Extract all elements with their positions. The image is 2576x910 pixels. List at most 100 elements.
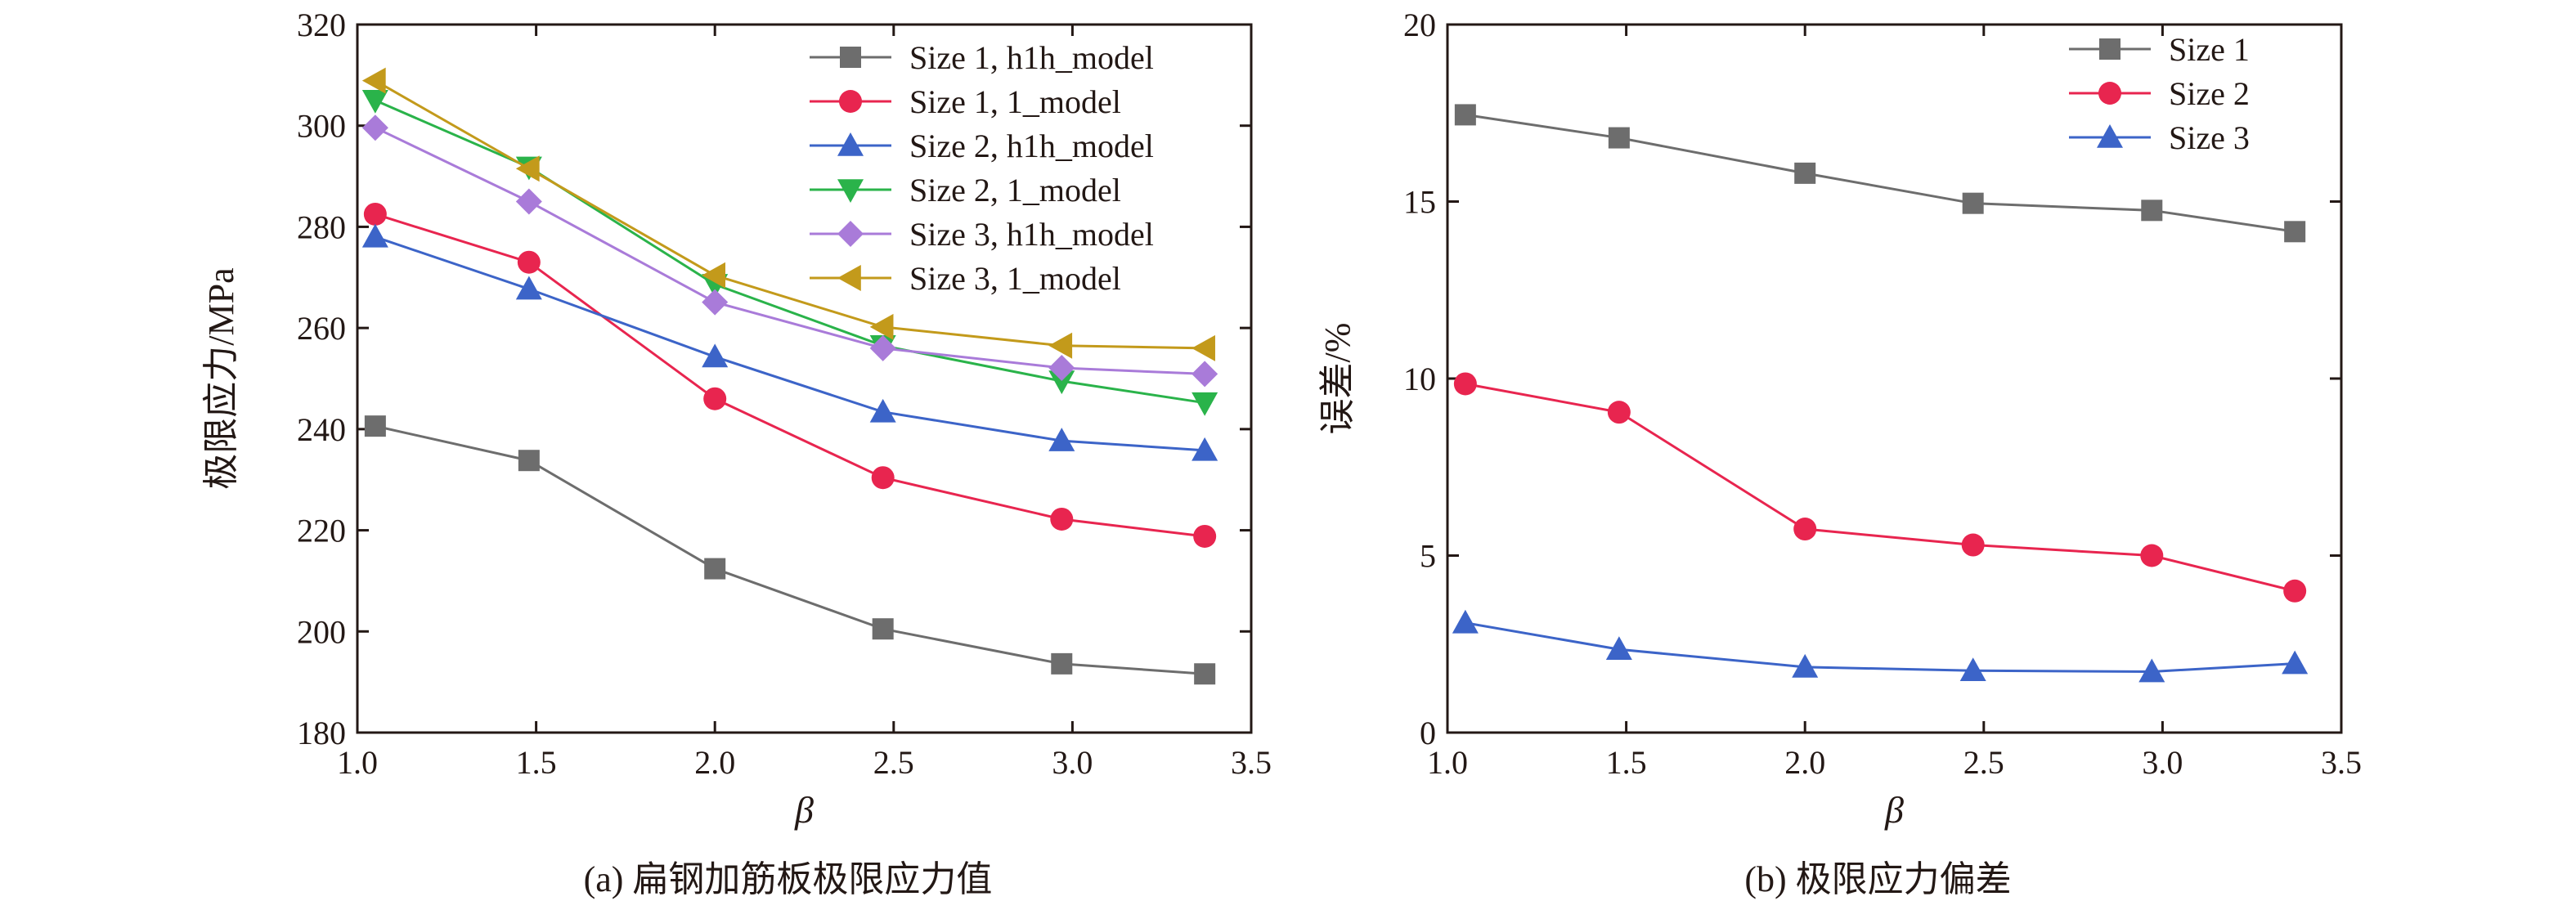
series-line bbox=[1465, 113, 2296, 233]
data-point bbox=[1452, 609, 1479, 634]
legend-marker bbox=[837, 221, 864, 247]
data-point bbox=[1048, 370, 1075, 395]
data-point bbox=[1792, 653, 1819, 678]
series-2 bbox=[363, 202, 1217, 548]
data-point bbox=[702, 343, 729, 368]
data-point bbox=[515, 188, 542, 215]
legend-marker bbox=[2099, 38, 2120, 60]
x-tick-label: 1.5 bbox=[516, 744, 557, 781]
series-line bbox=[1465, 383, 2296, 593]
data-point bbox=[364, 415, 386, 437]
data-point bbox=[1192, 437, 1218, 461]
series-6 bbox=[361, 67, 1215, 361]
data-point bbox=[361, 89, 388, 114]
y-tick-label: 10 bbox=[1403, 361, 1436, 397]
chart-b: 1.0 1.5 2.0 2.5 3.0 3.5 0 5 10 15 20 β 误差/% (b) 极限应力偏… bbox=[1317, 7, 2362, 899]
x-tick-label: 3.0 bbox=[2142, 744, 2183, 781]
figure-caption: (a) 扁钢加筋板极限应力值 bbox=[584, 859, 993, 899]
legend-label: Size 2 bbox=[2169, 75, 2250, 112]
figure-caption: (b) 极限应力偏差 bbox=[1744, 859, 2011, 899]
legend-marker bbox=[839, 90, 862, 113]
data-point bbox=[1607, 401, 1631, 424]
y-tick-label: 15 bbox=[1403, 184, 1436, 221]
series-line bbox=[375, 424, 1205, 675]
x-tick-label: 2.0 bbox=[1784, 744, 1825, 781]
legend-label: Size 3 bbox=[2169, 119, 2250, 156]
x-tick-label: 1.0 bbox=[1427, 744, 1468, 781]
data-point bbox=[1793, 518, 1817, 541]
series-1 bbox=[1454, 104, 2306, 243]
y-tick-label: 300 bbox=[297, 108, 346, 145]
data-point bbox=[703, 387, 727, 410]
legend-label: Size 2, h1h_model bbox=[909, 128, 1154, 164]
y-tick-label: 260 bbox=[297, 310, 346, 347]
data-point bbox=[361, 67, 386, 94]
data-point bbox=[1192, 392, 1218, 416]
series-3 bbox=[361, 223, 1218, 461]
x-tick-label: 3.5 bbox=[1231, 744, 1272, 781]
legend-label: Size 3, 1_model bbox=[909, 260, 1121, 297]
data-point bbox=[515, 155, 540, 182]
legend-label: Size 1, h1h_model bbox=[909, 39, 1154, 76]
data-point bbox=[2283, 579, 2307, 603]
data-point bbox=[1962, 192, 1984, 214]
series-line bbox=[375, 126, 1205, 375]
x-tick-label: 1.0 bbox=[337, 744, 378, 781]
series-2 bbox=[1453, 372, 2307, 603]
y-tick-label: 240 bbox=[297, 411, 346, 448]
series-line bbox=[375, 99, 1205, 405]
y-tick-label: 180 bbox=[297, 715, 346, 751]
data-point bbox=[1608, 127, 1630, 149]
data-point bbox=[1048, 428, 1075, 451]
y-tick-label: 200 bbox=[297, 613, 346, 650]
data-point bbox=[871, 466, 895, 490]
legend: Size 1, h1h_model Size 1, 1_model Size 2, … bbox=[810, 39, 1154, 297]
series-5 bbox=[361, 114, 1218, 388]
data-point bbox=[2138, 658, 2165, 683]
data-point bbox=[2141, 199, 2163, 222]
plot-frame bbox=[356, 23, 1253, 734]
data-point bbox=[515, 276, 542, 300]
chart-a: 1.0 1.5 2.0 2.5 3.0 3.5 180 200 220 240 260 280 300 3… bbox=[201, 7, 1272, 899]
data-point bbox=[1193, 524, 1217, 548]
x-tick-label: 2.5 bbox=[873, 744, 914, 781]
y-axis-title: 误差/% bbox=[1317, 323, 1358, 435]
y-tick-label: 5 bbox=[1420, 538, 1436, 575]
data-point bbox=[869, 334, 896, 361]
data-point bbox=[2282, 650, 2309, 675]
data-point bbox=[517, 250, 541, 274]
series-line bbox=[375, 235, 1205, 452]
x-tick-label: 2.5 bbox=[1963, 744, 2004, 781]
series-1 bbox=[364, 415, 1216, 685]
legend-marker bbox=[837, 179, 864, 203]
data-point bbox=[869, 398, 896, 423]
legend-label: Size 1, 1_model bbox=[909, 83, 1121, 120]
data-point bbox=[361, 114, 388, 141]
legend-label: Size 1 bbox=[2169, 31, 2250, 68]
data-point bbox=[1961, 533, 1985, 557]
legend-marker bbox=[2097, 124, 2123, 148]
x-tick-label: 1.5 bbox=[1606, 744, 1647, 781]
data-point bbox=[869, 313, 894, 340]
series-3 bbox=[1452, 609, 2309, 683]
x-axis-title: β bbox=[1884, 789, 1904, 831]
legend-marker bbox=[837, 132, 864, 156]
data-point bbox=[2140, 544, 2164, 567]
data-point bbox=[1959, 657, 1986, 682]
data-point bbox=[1605, 636, 1632, 661]
y-tick-label: 220 bbox=[297, 513, 346, 549]
data-point bbox=[2284, 221, 2306, 243]
y-tick-label: 0 bbox=[1420, 715, 1436, 751]
data-point bbox=[1453, 372, 1477, 396]
x-tick-label: 2.0 bbox=[694, 744, 735, 781]
x-axis-title: β bbox=[794, 789, 814, 831]
y-tick-label: 320 bbox=[297, 7, 346, 43]
data-point bbox=[1192, 361, 1218, 388]
data-point bbox=[1051, 652, 1073, 675]
data-point bbox=[518, 450, 540, 472]
legend-label: Size 2, 1_model bbox=[909, 172, 1121, 208]
data-point bbox=[363, 202, 387, 226]
data-point bbox=[1048, 332, 1073, 359]
y-tick-label: 20 bbox=[1403, 7, 1436, 43]
